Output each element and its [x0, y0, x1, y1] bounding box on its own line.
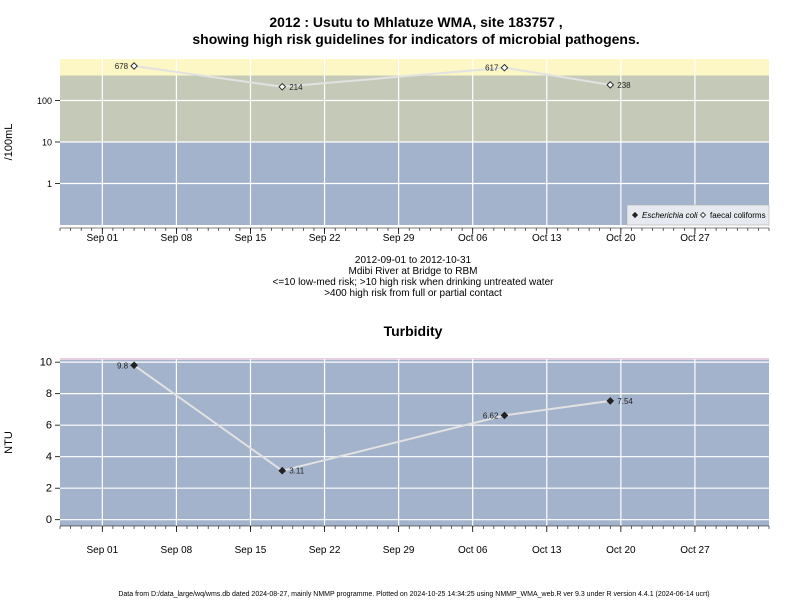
x-tick-label-0: Sep 01	[86, 545, 118, 556]
turbidity-title: Turbidity	[384, 323, 443, 339]
data-label-3: 238	[617, 81, 631, 90]
y-tick-label-1: 2	[46, 483, 52, 495]
data-point-3	[606, 81, 615, 89]
data-point-0	[130, 361, 138, 370]
plot-background	[60, 359, 769, 526]
x-tick-label-6: Oct 13	[532, 545, 562, 556]
data-label-1: 214	[289, 83, 303, 92]
x-tick-label-8: Oct 27	[680, 233, 710, 244]
y-tick-label-0: 1	[47, 179, 52, 189]
y-axis-label: /100mL	[3, 124, 15, 161]
data-point-2	[500, 63, 509, 72]
chart-title-line2: showing high risk guidelines for indicat…	[192, 31, 639, 47]
y-tick-label-4: 8	[46, 388, 52, 400]
x-tick-label-2: Sep 15	[235, 545, 267, 556]
series-line-0	[133, 65, 611, 88]
data-label-2: 617	[485, 64, 499, 73]
caption-line-4: >400 high risk from full or partial cont…	[324, 288, 502, 299]
caption-line-3: <=10 low-med risk; >10 high risk when dr…	[273, 277, 555, 288]
x-tick-label-6: Oct 13	[532, 233, 562, 244]
caption-line-1: 2012-09-01 to 2012-10-31	[355, 255, 472, 266]
legend-marker-faecal	[699, 211, 707, 219]
data-label-0: 9.8	[117, 361, 129, 370]
series-line-0	[133, 364, 611, 472]
y-tick-label-3: 6	[46, 420, 52, 432]
x-tick-label-3: Sep 22	[309, 233, 341, 244]
x-tick-label-3: Sep 22	[309, 545, 341, 556]
x-tick-label-4: Sep 29	[383, 233, 415, 244]
y-tick-label-2: 100	[37, 96, 52, 106]
chart-title-line1: 2012 : Usutu to Mhlatuze WMA, site 18375…	[269, 14, 562, 30]
data-label-1: 3.11	[289, 467, 305, 476]
legend-marker-ecoli	[631, 211, 639, 219]
risk-band-2	[60, 59, 769, 76]
y-axis-label: NTU	[3, 431, 15, 454]
data-point-3	[606, 397, 615, 405]
x-tick-label-5: Oct 06	[458, 233, 488, 244]
x-tick-label-1: Sep 08	[161, 545, 193, 556]
microbial-panel: Sep 01 Sep 08 Sep 15 Sep 22 Sep 29 Oct 06 Oct …	[3, 59, 770, 244]
footer-note: Data from D:/data_large/wq/wms.db dated …	[118, 591, 709, 598]
data-label-2: 6.62	[483, 411, 499, 420]
x-tick-label-0: Sep 01	[86, 233, 118, 244]
risk-band-1	[60, 75, 769, 142]
data-point-1	[278, 82, 287, 91]
data-point-2	[500, 411, 509, 420]
data-point-0	[130, 62, 138, 70]
turbidity-panel: Sep 01 Sep 08 Sep 15 Sep 22 Sep 29 Oct 06 Oct …	[3, 357, 770, 556]
y-tick-label-0: 0	[46, 514, 52, 526]
data-point-1	[278, 466, 287, 475]
legend: Escherichia coli faecal coliforms	[626, 204, 770, 226]
x-tick-label-7: Oct 20	[606, 233, 636, 244]
x-tick-label-8: Oct 27	[680, 545, 710, 556]
legend-label-ecoli: Escherichia coli	[642, 211, 698, 220]
caption-line-2: Mdibi River at Bridge to RBM	[349, 266, 478, 277]
legend-label-faecal: faecal coliforms	[710, 211, 766, 220]
x-tick-label-2: Sep 15	[235, 233, 267, 244]
x-tick-label-1: Sep 08	[161, 233, 193, 244]
data-label-0: 678	[115, 62, 129, 71]
x-tick-label-7: Oct 20	[606, 545, 636, 556]
y-tick-label-5: 10	[40, 357, 52, 369]
y-tick-label-2: 4	[46, 451, 52, 463]
data-label-3: 7.54	[617, 397, 633, 406]
x-tick-label-5: Oct 06	[458, 545, 488, 556]
x-tick-label-4: Sep 29	[383, 545, 415, 556]
legend-box	[626, 204, 770, 226]
y-tick-label-1: 10	[42, 138, 52, 148]
